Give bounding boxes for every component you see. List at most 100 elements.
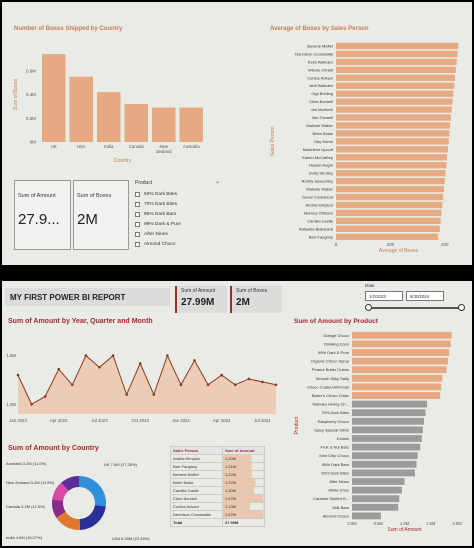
- table-cell: 1.21M: [221, 462, 266, 471]
- bar: [336, 74, 456, 81]
- y-tick-label: Madelene Upcott: [303, 147, 334, 152]
- table-cell: Andria Kimpton: [170, 454, 223, 463]
- amount-by-country-chart[interactable]: UK 7.6M (27.26%) USA 6.28M (22.45%) India …: [4, 456, 164, 544]
- y-tick-label: Dennison Crosswaite: [295, 51, 334, 56]
- bar: [352, 357, 449, 365]
- date-slider-end-handle[interactable]: [458, 304, 465, 311]
- table-cell: Ches Bonnell: [170, 494, 223, 503]
- table-row[interactable]: Ches Bonnell 1.67M: [170, 494, 266, 503]
- table-total-row: Total 27.99M: [170, 518, 266, 527]
- data-point: [247, 377, 251, 381]
- kpi-sum-of-boxes: Sum of Boxes 2M: [230, 286, 282, 313]
- product-slicer-list: 50% Dark Bites 70% Dark Bites 85% Dark Bar…: [135, 189, 220, 249]
- data-point: [179, 383, 183, 387]
- bar: [352, 443, 421, 451]
- y-axis-title: Sum of Boxes: [13, 78, 19, 110]
- y-tick-label: Mallorie Waber: [306, 123, 333, 128]
- x-axis-title: Sum of Amount: [387, 527, 422, 533]
- slicer-item-label: Almond Choco: [144, 241, 176, 247]
- bar: [336, 185, 444, 193]
- slicer-item[interactable]: 85% Dark Bars: [135, 209, 220, 219]
- bar: [336, 106, 452, 113]
- table-row[interactable]: Camilla Castle 1.30M: [170, 486, 266, 495]
- table-cell: 1.67M: [221, 494, 266, 503]
- bar: [352, 331, 452, 339]
- y-tick-label: Wilone O'Kielt: [308, 67, 334, 72]
- slicer-item[interactable]: After Nines: [135, 229, 220, 239]
- amount-by-month-chart[interactable]: 1.0M 1.5M Jan 2023 Apr 2023 Jul 2023 Oct 2023…: [4, 336, 284, 436]
- bar: [352, 460, 417, 468]
- y-tick-label: Kelci Walkden: [308, 59, 333, 64]
- table-cell: 1.67M: [221, 510, 266, 519]
- bar: [352, 400, 428, 408]
- y-tick-label: Gunar Cockshoot: [302, 195, 334, 200]
- table-cell: 1.37M: [221, 478, 266, 487]
- table-row[interactable]: Andria Kimpton 1.20M: [170, 454, 266, 463]
- slicer-item[interactable]: 70% Dark Bites: [135, 199, 220, 209]
- y-tick-label: After Nines: [329, 479, 349, 484]
- date-slider[interactable]: [368, 307, 462, 309]
- table-row[interactable]: Curtice Advani 1.13M: [170, 502, 266, 511]
- date-slider-start-handle[interactable]: [365, 304, 372, 311]
- data-point: [98, 365, 101, 369]
- boxes-by-country-chart[interactable]: 0M 0.2M 0.4M 0.6M UK USA India Canada NewZealand…: [10, 37, 210, 167]
- pie-slice: [61, 476, 79, 491]
- boxes-by-sales-person-chart[interactable]: Beverie Moffet Dennison Crosswaite Kelci W…: [266, 37, 466, 262]
- slicer-item[interactable]: 99% Dark & Pure: [135, 219, 220, 229]
- y-tick-label: 1.5M: [6, 353, 16, 358]
- slicer-item[interactable]: 50% Dark Bites: [135, 189, 220, 199]
- table-row[interactable]: Beverie Moffet 1.22M: [170, 470, 266, 479]
- sum-of-amount-value: 27.9...: [18, 211, 60, 228]
- donut-chart-title: Sum of Amount by Country: [8, 445, 99, 452]
- y-tick-label: Ardi Walkden: [309, 83, 333, 88]
- slice-label: USA 6.28M (22.45%): [112, 536, 150, 541]
- slicer-item[interactable]: Almond Choco: [135, 239, 220, 249]
- x-tick-label: 0: [335, 242, 338, 247]
- bar: [352, 512, 381, 520]
- x-tick-label: Canada: [129, 144, 145, 149]
- slice-label: New Zealand 3.2M (11.5%): [6, 480, 55, 485]
- y-tick-label: Milk Bars: [333, 505, 349, 510]
- y-tick-label: 0M: [30, 140, 37, 145]
- table-row[interactable]: Brien Boise 1.37M: [170, 478, 266, 487]
- checkbox[interactable]: [135, 221, 140, 227]
- bar: [336, 66, 456, 73]
- sum-of-boxes-label: Sum of Boxes: [77, 193, 112, 199]
- x-tick-label: 1.0M: [400, 521, 410, 526]
- table-row[interactable]: Dennison Crosswaite 1.67M: [170, 510, 266, 519]
- y-tick-label: Eclairs: [337, 436, 349, 441]
- line-chart-title: Sum of Amount by Year, Quarter and Month: [8, 318, 153, 325]
- pie-slice: [79, 505, 106, 530]
- chevron-down-icon[interactable]: ⌄: [214, 179, 220, 185]
- kpi-sum-of-boxes-label: Sum of Boxes: [236, 288, 268, 294]
- table-row[interactable]: Barr Faughny 1.21M: [170, 462, 266, 471]
- bar: [336, 98, 453, 105]
- y-tick-label: Roddy Speechley: [302, 179, 333, 184]
- checkbox[interactable]: [135, 211, 140, 217]
- y-tick-label: 70% Dark Bites: [321, 410, 349, 415]
- bar: [352, 486, 402, 494]
- checkbox[interactable]: [135, 241, 140, 247]
- pie-slice: [79, 476, 106, 507]
- bar: [42, 54, 66, 142]
- y-tick-label: Peanut Butter Cubes: [312, 367, 349, 372]
- bar: [352, 469, 415, 477]
- data-point: [138, 362, 142, 365]
- checkbox[interactable]: [135, 201, 140, 207]
- product-slicer: Product ⌄ 50% Dark Bites 70% Dark Bites 85…: [135, 179, 220, 258]
- column-header[interactable]: Sales Person: [170, 446, 223, 455]
- amount-by-product-chart[interactable]: Orange Choco Drinking Coco 99% Dark & Pure…: [292, 326, 464, 546]
- data-point: [193, 359, 196, 362]
- date-to-input[interactable]: 8/30/2024: [406, 291, 444, 301]
- y-tick-label: Van Tuxwell: [312, 115, 333, 120]
- data-point: [84, 354, 88, 357]
- checkbox[interactable]: [135, 231, 140, 237]
- bar: [352, 366, 447, 374]
- x-tick-label: Jul 2023: [91, 418, 108, 423]
- checkbox[interactable]: [135, 191, 140, 197]
- y-tick-label: White Choc: [328, 488, 349, 493]
- column-header[interactable]: Sum of Amount: [221, 446, 266, 455]
- bar: [352, 374, 443, 382]
- date-from-input[interactable]: 1/2/2023: [365, 291, 403, 301]
- x-tick-label: 0.5M: [374, 521, 384, 526]
